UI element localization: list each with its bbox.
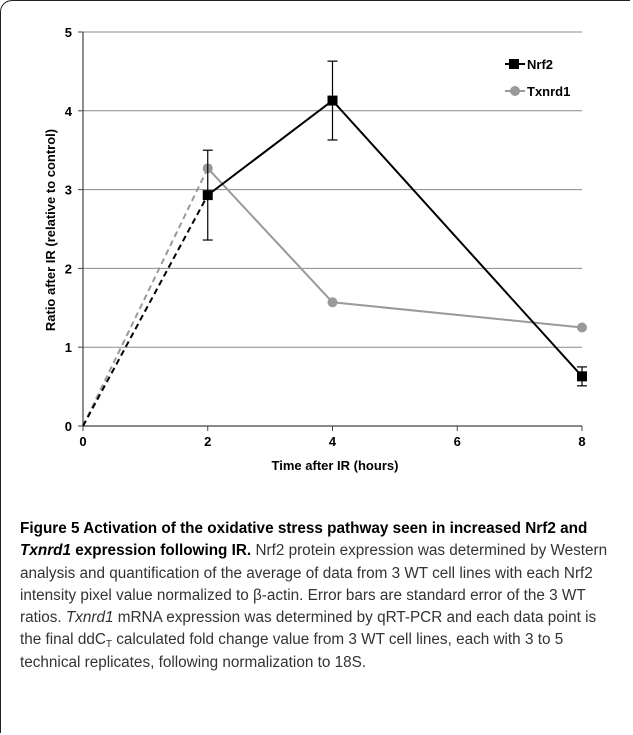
series-dashed-segment xyxy=(83,195,208,426)
data-point xyxy=(328,96,338,106)
legend-marker xyxy=(510,86,520,96)
data-point xyxy=(203,190,213,200)
chart-series xyxy=(83,61,587,426)
line-chart: 0 1 2 3 4 5 0 2 4 6 8 Nrf2 Txnrd1 Time after IR (ho… xyxy=(0,0,633,515)
data-point xyxy=(577,371,587,381)
y-tick-label: 0 xyxy=(65,419,72,434)
y-tick-label: 2 xyxy=(65,261,72,276)
legend-marker xyxy=(509,59,519,69)
chart-legend: Nrf2 Txnrd1 xyxy=(505,57,570,99)
caption-body: Nrf2 protein expression was determined b… xyxy=(20,542,607,670)
legend-label: Txnrd1 xyxy=(527,84,570,99)
x-tick-label: 0 xyxy=(79,434,86,449)
series-line xyxy=(208,168,582,327)
data-point xyxy=(328,297,338,307)
chart-tick-labels: 0 1 2 3 4 5 0 2 4 6 8 xyxy=(65,25,586,449)
series-nrf2 xyxy=(83,61,587,426)
y-tick-label: 4 xyxy=(65,104,73,119)
x-tick-label: 6 xyxy=(454,434,461,449)
y-axis-title: Ratio after IR (relative to control) xyxy=(43,129,58,331)
y-tick-label: 3 xyxy=(65,183,72,198)
x-tick-label: 2 xyxy=(204,434,211,449)
series-txnrd1 xyxy=(83,163,587,426)
x-tick-label: 4 xyxy=(329,434,337,449)
data-point xyxy=(577,323,587,333)
x-axis-title: Time after IR (hours) xyxy=(272,458,399,473)
figure-caption: Figure 5 Activation of the oxidative str… xyxy=(20,518,620,674)
legend-label: Nrf2 xyxy=(527,57,553,72)
y-tick-label: 1 xyxy=(65,340,72,355)
series-dashed-segment xyxy=(83,168,208,426)
y-tick-label: 5 xyxy=(65,25,72,40)
series-line xyxy=(208,101,582,377)
x-tick-label: 8 xyxy=(578,434,585,449)
